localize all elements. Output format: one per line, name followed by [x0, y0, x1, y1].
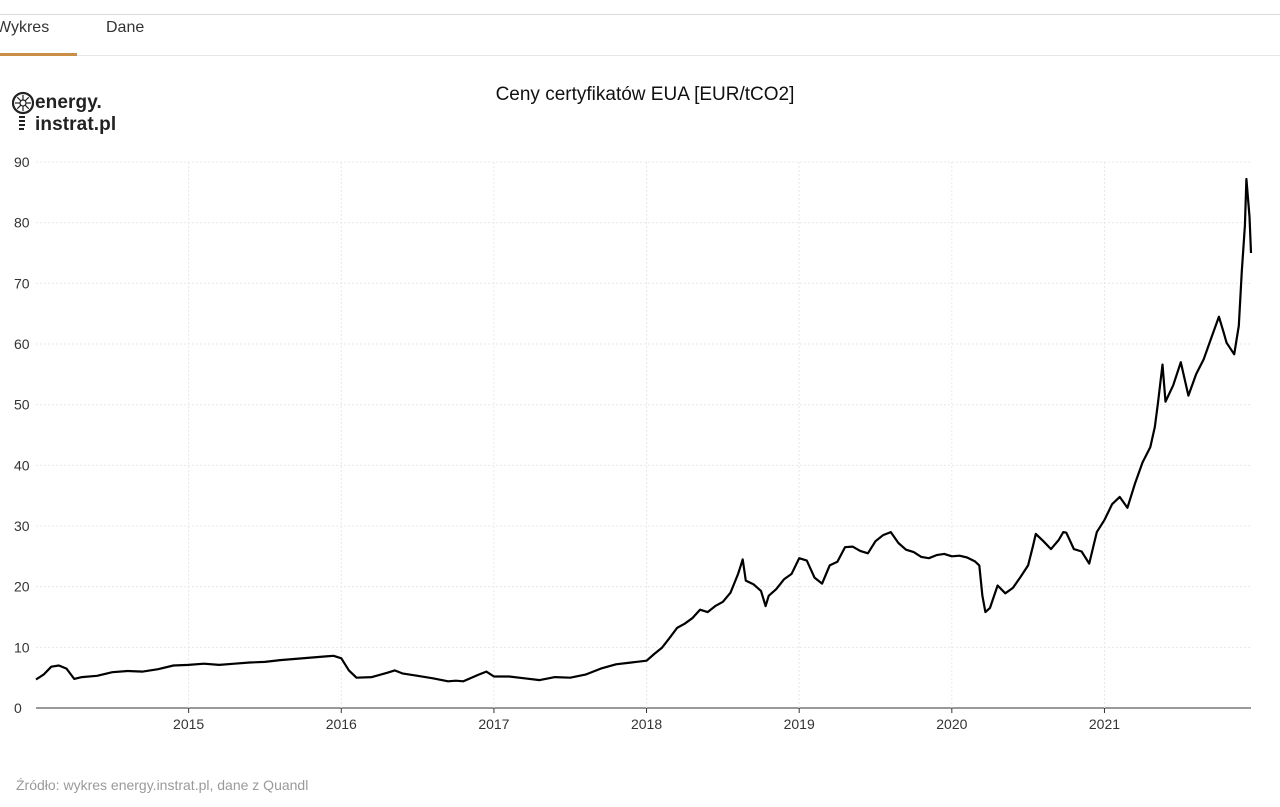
y-tick-label: 60 — [14, 336, 30, 352]
y-tick-label: 80 — [14, 215, 30, 231]
logo-text-line1: energy. — [35, 92, 102, 113]
x-tick-label: 2021 — [1089, 716, 1120, 732]
top-rule — [0, 14, 1280, 15]
y-tick-label: 50 — [14, 397, 30, 413]
logo-text-line2: instrat.pl — [35, 114, 117, 135]
y-tick-label: 90 — [14, 154, 30, 170]
tab-wykres[interactable]: Wykres — [0, 19, 77, 56]
chart-title: Ceny certyfikatów EUA [EUR/tCO2] — [495, 84, 795, 105]
y-tick-label: 30 — [14, 518, 30, 534]
y-tick-label: 0 — [14, 700, 22, 716]
source-note: Źródło: wykres energy.instrat.pl, dane z… — [16, 777, 309, 793]
y-tick-label: 20 — [14, 579, 30, 595]
y-tick-label: 10 — [14, 639, 30, 655]
x-tick-label: 2017 — [478, 716, 509, 732]
x-tick-label: 2016 — [326, 716, 357, 732]
x-tick-label: 2015 — [173, 716, 204, 732]
series-line-eua — [35, 177, 1253, 683]
x-tick-label: 2019 — [784, 716, 815, 732]
logo: energy. instrat.pl — [12, 88, 132, 144]
eua-price-chart: 0 10 20 30 40 50 60 70 80 90 2015 2016 2017 2018 2019… — [14, 154, 1253, 732]
x-tick-label: 2020 — [936, 716, 967, 732]
grid — [36, 161, 1251, 709]
y-axis: 0 10 20 30 40 50 60 70 80 90 — [14, 154, 30, 716]
logo-icon — [12, 91, 34, 130]
x-tick-label: 2018 — [631, 716, 662, 732]
tab-dane[interactable]: Dane — [106, 19, 145, 36]
y-tick-label: 70 — [14, 275, 30, 291]
y-tick-label: 40 — [14, 457, 30, 473]
x-axis: 2015 2016 2017 2018 2019 2020 2021 — [173, 708, 1120, 732]
tab-bar: Wykres Dane — [0, 15, 1280, 56]
